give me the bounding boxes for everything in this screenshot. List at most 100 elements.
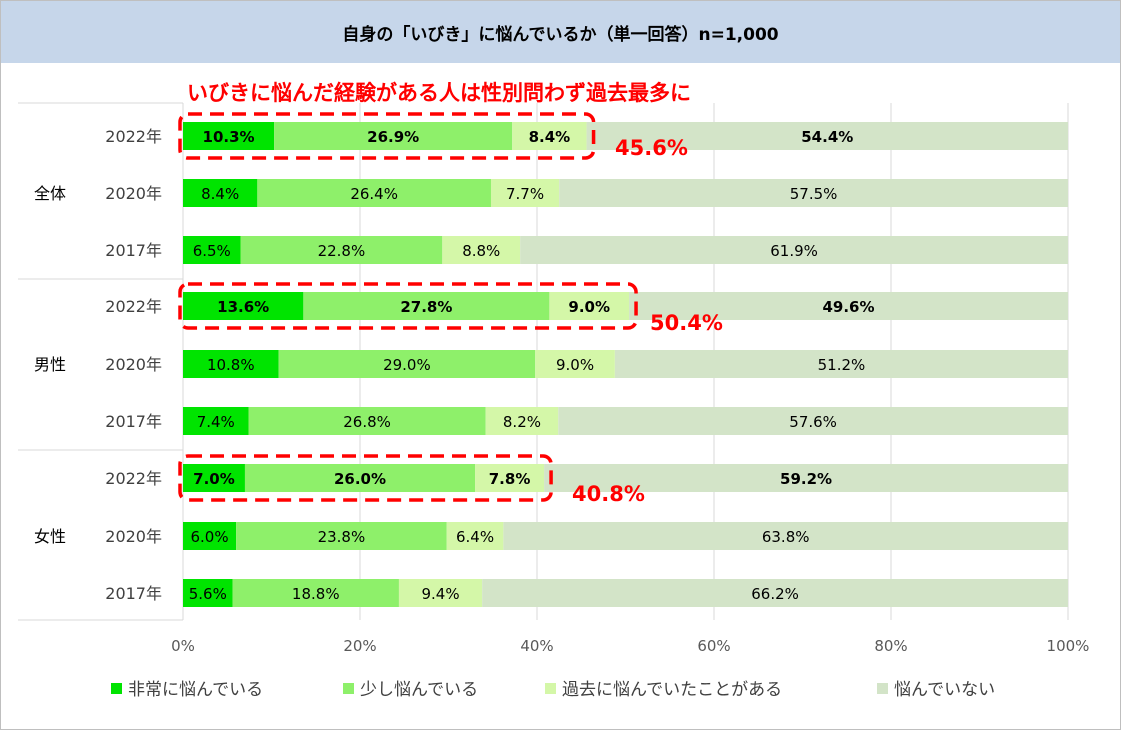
highlight-total: 40.8% [572, 482, 645, 506]
x-tick-label: 100% [1047, 637, 1090, 655]
data-label: 10.8% [207, 356, 255, 374]
data-label: 23.8% [318, 528, 366, 546]
bar-segment [544, 464, 1068, 492]
data-label: 7.4% [197, 413, 235, 431]
highlight-box [178, 282, 638, 330]
bar-segment [535, 350, 615, 378]
data-label: 66.2% [751, 585, 799, 603]
data-label: 7.7% [506, 185, 544, 203]
bar-segment [278, 350, 536, 378]
data-label: 26.4% [350, 185, 398, 203]
data-label: 22.8% [318, 242, 366, 260]
legend-label: 悩んでいない [894, 680, 995, 700]
group-label: 全体 [34, 184, 66, 203]
year-label: 2020年 [105, 527, 162, 546]
bar-segment [248, 407, 486, 435]
x-tick-label: 60% [697, 637, 730, 655]
bar-segment [614, 350, 1068, 378]
bar-segment [183, 407, 249, 435]
year-label: 2022年 [105, 297, 162, 316]
bar-segment [482, 579, 1068, 607]
bar-segment [232, 579, 399, 607]
bar-segment [257, 179, 491, 207]
bar-segment [183, 579, 233, 607]
bar-segment [512, 122, 587, 150]
bar-segment [274, 122, 513, 150]
data-label: 8.8% [462, 242, 500, 260]
data-label: 26.9% [367, 128, 419, 146]
data-label: 26.0% [334, 470, 386, 488]
bar-segment [475, 464, 545, 492]
data-label: 18.8% [292, 585, 340, 603]
legend-label: 過去に悩んでいたことがある [562, 680, 782, 700]
data-label: 27.8% [400, 298, 452, 316]
bar-segment [303, 292, 550, 320]
highlight-box [178, 112, 596, 160]
chart-title: 自身の「いびき」に悩んでいるか（単一回答）n=1,000 [1, 1, 1120, 63]
data-label: 63.8% [762, 528, 810, 546]
bar-segment [236, 522, 447, 550]
x-tick-label: 0% [171, 637, 195, 655]
bar-segment [490, 179, 560, 207]
data-label: 7.8% [489, 470, 531, 488]
bar-segment [549, 292, 630, 320]
group-label: 男性 [34, 355, 66, 374]
bar-segment [183, 350, 279, 378]
bar-segment [485, 407, 559, 435]
highlight-total: 45.6% [615, 136, 688, 160]
data-label: 7.0% [193, 470, 235, 488]
bar-segment [629, 292, 1068, 320]
year-label: 2022年 [105, 127, 162, 146]
data-label: 8.4% [529, 128, 571, 146]
x-tick-label: 40% [520, 637, 553, 655]
data-label: 6.4% [456, 528, 494, 546]
legend-label: 少し悩んでいる [360, 680, 478, 700]
group-label: 女性 [34, 527, 66, 546]
year-label: 2017年 [105, 241, 162, 260]
data-label: 9.4% [421, 585, 459, 603]
bar-segment [520, 236, 1068, 264]
bar-segment [559, 179, 1068, 207]
data-label: 8.2% [503, 413, 541, 431]
highlight-total: 50.4% [650, 311, 723, 335]
data-label: 8.4% [201, 185, 239, 203]
legend-swatch [877, 683, 888, 694]
x-tick-label: 80% [874, 637, 907, 655]
data-label: 9.0% [556, 356, 594, 374]
legend-swatch [343, 683, 354, 694]
data-label: 13.6% [217, 298, 269, 316]
data-label: 6.5% [193, 242, 231, 260]
legend-label: 非常に悩んでいる [128, 680, 263, 700]
data-label: 54.4% [801, 128, 853, 146]
data-label: 26.8% [343, 413, 391, 431]
legend-swatch [111, 683, 122, 694]
data-label: 61.9% [770, 242, 818, 260]
annotation-text: いびきに悩んだ経験がある人は性別問わず過去最多に [187, 81, 691, 105]
bar-segment [183, 236, 241, 264]
year-label: 2020年 [105, 355, 162, 374]
data-label: 49.6% [822, 298, 874, 316]
bar-segment [446, 522, 504, 550]
legend-swatch [545, 683, 556, 694]
bar-segment [183, 122, 275, 150]
bar-segment [503, 522, 1068, 550]
highlight-box [178, 454, 553, 502]
data-label: 57.6% [789, 413, 837, 431]
bar-segment [240, 236, 443, 264]
bar-segment [586, 122, 1068, 150]
year-label: 2017年 [105, 584, 162, 603]
data-label: 10.3% [203, 128, 255, 146]
bar-segment [183, 179, 258, 207]
bar-segment [183, 292, 304, 320]
year-label: 2020年 [105, 184, 162, 203]
data-label: 6.0% [190, 528, 228, 546]
bar-segment [244, 464, 476, 492]
bar-segment [398, 579, 483, 607]
data-label: 5.6% [189, 585, 227, 603]
data-label: 29.0% [383, 356, 431, 374]
bar-segment [183, 464, 245, 492]
data-label: 51.2% [818, 356, 866, 374]
bar-segment [442, 236, 521, 264]
bar-segment [558, 407, 1068, 435]
